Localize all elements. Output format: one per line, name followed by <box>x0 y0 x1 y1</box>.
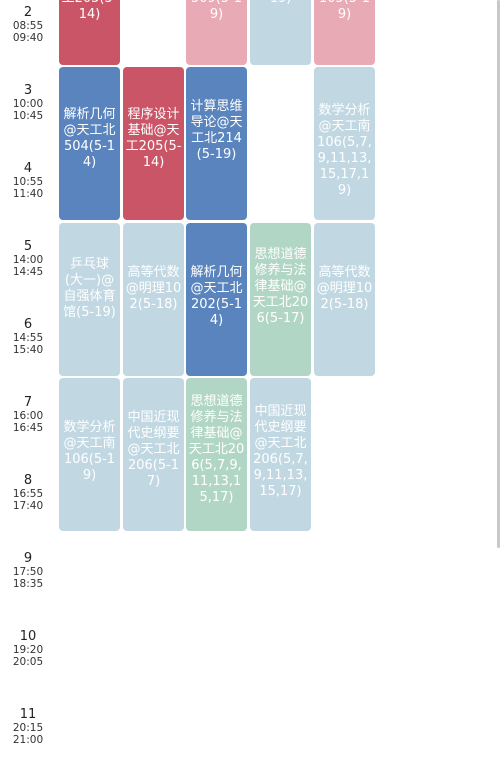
course-cell[interactable]: 高等代数@明理102(5-18) <box>314 223 375 376</box>
period-end: 09:40 <box>12 32 44 44</box>
period-column: 2 08:55 09:40 3 10:00 10:45 4 10:55 11:4… <box>0 0 56 764</box>
period-5: 5 14:00 14:45 <box>0 239 56 279</box>
course-cell[interactable]: 计算思维导论@天工北214(5-19) <box>186 67 247 220</box>
course-cell[interactable]: 中国近现代史纲要@天工北206(5-17) <box>123 378 184 531</box>
period-8: 8 16:55 17:40 <box>0 473 56 513</box>
period-start: 10:00 <box>12 98 44 110</box>
period-number: 3 <box>23 83 33 98</box>
course-cell[interactable]: 高等代数@明理102(5-18) <box>123 223 184 376</box>
period-number: 4 <box>23 161 33 176</box>
period-number: 5 <box>23 239 33 254</box>
period-number: 6 <box>23 317 33 332</box>
period-start: 19:20 <box>12 644 44 656</box>
period-6: 6 14:55 15:40 <box>0 317 56 357</box>
period-number: 10 <box>19 629 37 644</box>
course-cell[interactable]: 19) <box>250 0 311 65</box>
schedule-grid: 工205(5-14) 509(5-19) 19) 105(5-19) 解析几何@… <box>56 0 500 764</box>
period-start: 20:15 <box>12 722 44 734</box>
period-number: 9 <box>23 551 33 566</box>
period-11: 11 20:15 21:00 <box>0 707 56 747</box>
period-2: 2 08:55 09:40 <box>0 5 56 45</box>
period-number: 2 <box>23 5 33 20</box>
period-end: 21:00 <box>12 734 44 746</box>
course-cell[interactable]: 乒乓球(大一)@自强体育馆(5-19) <box>59 223 120 376</box>
course-cell[interactable]: 思想道德修养与法律基础@天工北206(5-17) <box>250 223 311 376</box>
course-cell[interactable]: 工205(5-14) <box>59 0 120 65</box>
course-cell[interactable]: 思想道德修养与法律基础@天工北206(5,7,9,11,13,15,17) <box>186 378 247 531</box>
course-cell[interactable]: 程序设计基础@天工205(5-14) <box>123 67 184 220</box>
period-start: 10:55 <box>12 176 44 188</box>
period-4: 4 10:55 11:40 <box>0 161 56 201</box>
period-start: 14:00 <box>12 254 44 266</box>
period-number: 11 <box>19 707 37 722</box>
scrollbar[interactable] <box>497 0 500 548</box>
period-start: 14:55 <box>12 332 44 344</box>
period-end: 14:45 <box>12 266 44 278</box>
period-end: 20:05 <box>12 656 44 668</box>
period-number: 8 <box>23 473 33 488</box>
period-start: 17:50 <box>12 566 44 578</box>
course-cell[interactable]: 解析几何@天工北504(5-14) <box>59 67 120 220</box>
period-start: 08:55 <box>12 20 44 32</box>
period-9: 9 17:50 18:35 <box>0 551 56 591</box>
course-cell[interactable]: 数学分析@天工南106(5,7,9,11,13,15,17,19) <box>314 67 375 220</box>
course-cell[interactable]: 105(5-19) <box>314 0 375 65</box>
period-end: 18:35 <box>12 578 44 590</box>
period-10: 10 19:20 20:05 <box>0 629 56 669</box>
period-7: 7 16:00 16:45 <box>0 395 56 435</box>
course-cell[interactable]: 解析几何@天工北202(5-14) <box>186 223 247 376</box>
period-end: 11:40 <box>12 188 44 200</box>
period-start: 16:00 <box>12 410 44 422</box>
period-3: 3 10:00 10:45 <box>0 83 56 123</box>
course-cell[interactable]: 数学分析@天工南106(5-19) <box>59 378 120 531</box>
period-end: 17:40 <box>12 500 44 512</box>
period-end: 15:40 <box>12 344 44 356</box>
period-end: 16:45 <box>12 422 44 434</box>
course-cell[interactable]: 509(5-19) <box>186 0 247 65</box>
period-start: 16:55 <box>12 488 44 500</box>
course-cell[interactable]: 中国近现代史纲要@天工北206(5,7,9,11,13,15,17) <box>250 378 311 531</box>
period-end: 10:45 <box>12 110 44 122</box>
period-number: 7 <box>23 395 33 410</box>
